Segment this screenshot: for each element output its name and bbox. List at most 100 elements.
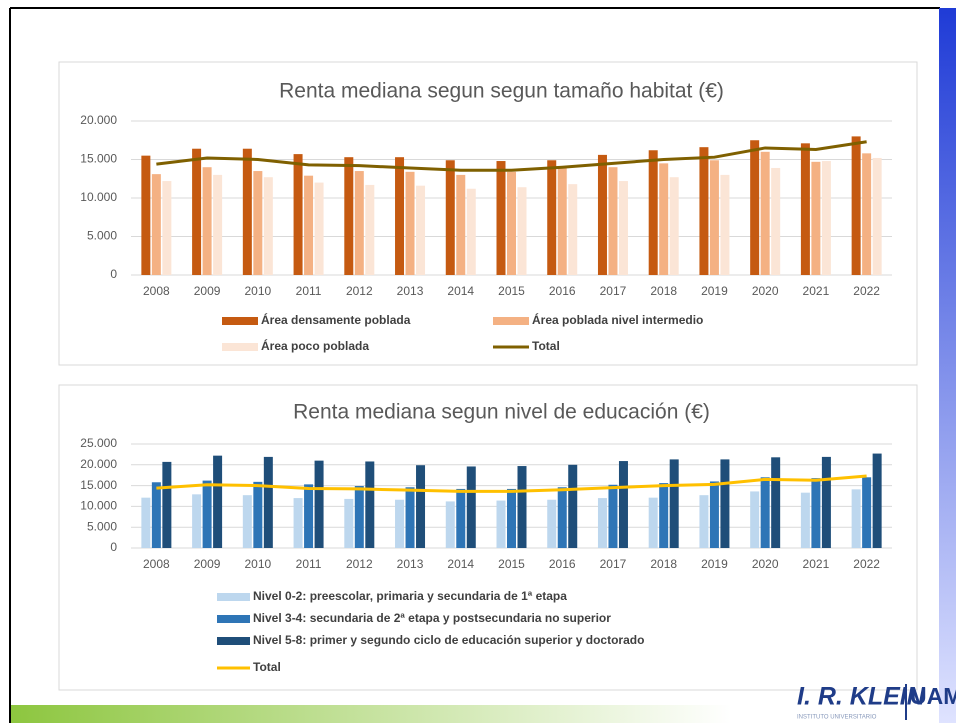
- bar: [456, 174, 466, 275]
- line: [156, 474, 867, 493]
- y-tick-label: 5.000: [87, 519, 117, 533]
- legend-label: Total: [253, 660, 281, 674]
- bar: [496, 500, 506, 548]
- bar: [151, 174, 161, 275]
- bar: [760, 477, 770, 548]
- x-tick-label: 2008: [143, 284, 170, 298]
- bar: [618, 461, 628, 548]
- bar: [517, 466, 527, 548]
- bar: [293, 154, 303, 275]
- bar: [405, 171, 415, 275]
- bar: [213, 174, 223, 275]
- bar: [466, 466, 476, 548]
- bar: [456, 488, 466, 548]
- bar: [365, 184, 375, 275]
- x-tick-label: 2016: [549, 557, 576, 571]
- bar: [760, 151, 770, 275]
- bar: [771, 457, 781, 548]
- x-tick-label: 2013: [397, 284, 424, 298]
- bar: [314, 460, 324, 548]
- bar: [253, 171, 263, 275]
- bar: [699, 495, 709, 548]
- x-tick-label: 2011: [296, 284, 322, 298]
- bar: [659, 163, 669, 275]
- bar: [709, 481, 719, 548]
- bar: [568, 464, 578, 548]
- bar: [162, 181, 172, 275]
- x-tick-label: 2021: [803, 557, 830, 571]
- bar: [851, 489, 861, 548]
- bar: [709, 160, 719, 275]
- bar: [800, 492, 810, 548]
- legend-label: Nivel 3-4: secundaria de 2ª etapa y post…: [253, 611, 611, 625]
- bar: [354, 486, 364, 548]
- bar: [557, 167, 567, 275]
- y-tick-label: 0: [110, 267, 117, 281]
- x-tick-label: 2018: [650, 557, 677, 571]
- bar: [517, 187, 527, 275]
- legend-swatch: [493, 317, 529, 325]
- bar: [162, 461, 172, 548]
- legend-label: Área poblada nivel intermedio: [532, 312, 703, 327]
- bar: [568, 184, 578, 275]
- x-tick-label: 2012: [346, 557, 373, 571]
- bar: [771, 167, 781, 275]
- y-tick-label: 5.000: [87, 229, 117, 243]
- bar: [445, 160, 455, 275]
- legend-label: Total: [532, 339, 560, 353]
- bar: [669, 177, 679, 275]
- bar: [872, 453, 882, 548]
- bar: [821, 456, 831, 548]
- bar: [263, 456, 273, 548]
- bar: [811, 161, 821, 275]
- legend-swatch: [217, 637, 250, 645]
- y-tick-label: 0: [110, 540, 117, 554]
- bar: [720, 459, 730, 548]
- chart-title: Renta mediana segun nivel de educación (…: [293, 401, 710, 424]
- x-tick-label: 2010: [244, 557, 271, 571]
- line: [156, 140, 867, 172]
- bar: [202, 167, 212, 275]
- y-tick-label: 25.000: [80, 436, 117, 450]
- logo-uni: UAM: [910, 683, 956, 709]
- legend-swatch: [217, 593, 250, 601]
- logo-sub: INSTITUTO UNIVERSITARIO: [797, 715, 877, 721]
- side-band: [939, 8, 956, 723]
- bar: [242, 495, 252, 548]
- bar: [608, 484, 618, 548]
- bar: [354, 171, 364, 275]
- y-tick-label: 15.000: [80, 478, 117, 492]
- bar: [395, 499, 405, 548]
- bar: [821, 161, 831, 275]
- bar: [416, 465, 426, 548]
- bar: [304, 175, 314, 275]
- bar: [618, 181, 628, 275]
- bar: [344, 157, 354, 275]
- x-tick-label: 2011: [296, 557, 322, 571]
- bar: [253, 481, 263, 548]
- bar: [720, 174, 730, 275]
- bar: [862, 153, 872, 275]
- legend-label: Área poco poblada: [261, 338, 369, 353]
- bar: [597, 498, 607, 548]
- bar: [242, 148, 252, 275]
- bar: [648, 150, 658, 275]
- legend-swatch: [222, 343, 258, 351]
- x-tick-label: 2018: [650, 284, 677, 298]
- bar: [557, 487, 567, 548]
- bar: [597, 154, 607, 275]
- bar: [659, 483, 669, 548]
- bar: [192, 148, 202, 275]
- x-tick-label: 2014: [447, 557, 474, 571]
- x-tick-label: 2008: [143, 557, 170, 571]
- bar: [851, 136, 861, 275]
- x-tick-label: 2017: [600, 284, 627, 298]
- bar: [405, 487, 415, 548]
- bar: [862, 477, 872, 548]
- x-tick-label: 2022: [853, 284, 880, 298]
- x-tick-label: 2019: [701, 557, 728, 571]
- x-tick-label: 2009: [194, 284, 221, 298]
- bar: [395, 157, 405, 275]
- bar: [304, 484, 314, 548]
- bar: [496, 161, 506, 275]
